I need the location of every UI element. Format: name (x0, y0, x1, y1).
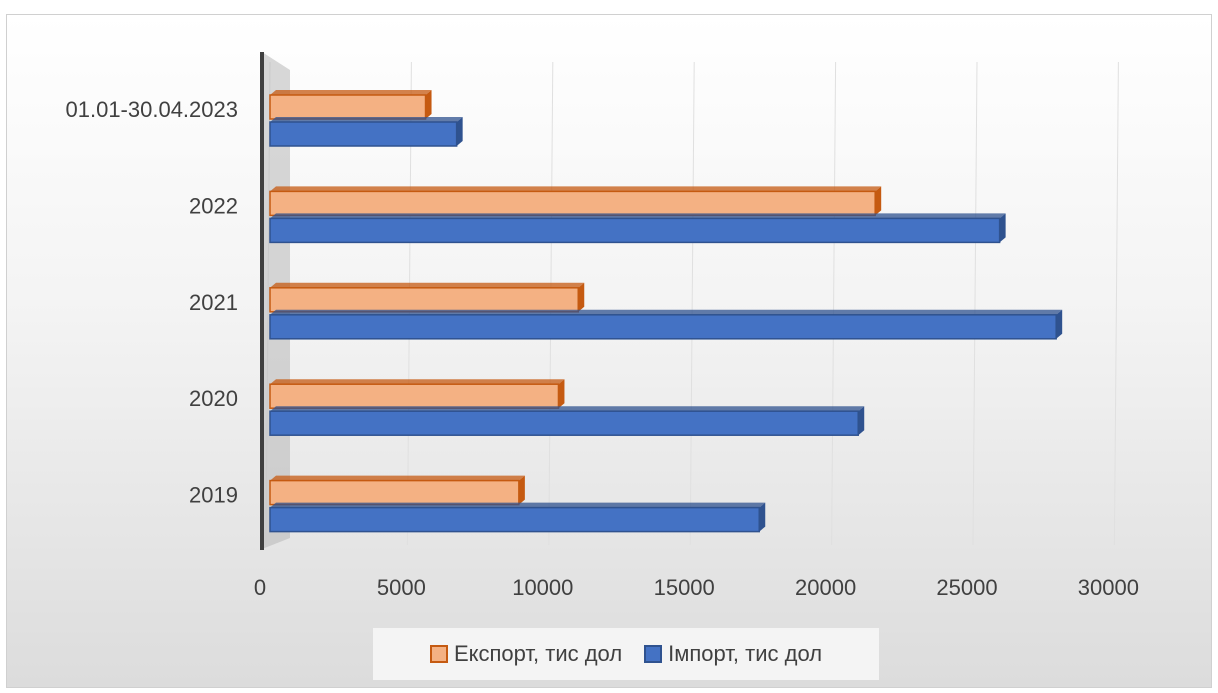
category-label: 2022 (189, 193, 238, 218)
bars (269, 90, 1063, 533)
bar-export-2019 (269, 475, 525, 506)
category-label: 2020 (189, 386, 238, 411)
bar-import-01.01-30.04.2023 (269, 117, 463, 147)
legend-swatch-import (644, 645, 663, 663)
x-tick-label: 30000 (1078, 575, 1139, 600)
legend: Експорт, тис дол Імпорт, тис дол (373, 628, 879, 680)
bar-export-01.01-30.04.2023 (269, 90, 432, 120)
bar-import-2019 (269, 502, 766, 533)
gridline (689, 61, 695, 546)
gridline (831, 61, 837, 546)
legend-label-import: Імпорт, тис дол (668, 641, 823, 666)
bar-export-2022 (269, 186, 882, 217)
x-tick-label: 0 (254, 575, 266, 600)
chart-frame (6, 14, 1212, 688)
bar-import-2022 (269, 213, 1006, 244)
x-tick-label: 20000 (795, 575, 856, 600)
x-tick-label: 15000 (654, 575, 715, 600)
x-tick-label: 25000 (936, 575, 997, 600)
category-label: 01.01-30.04.2023 (66, 97, 239, 122)
gridline (972, 61, 978, 546)
x-tick-label: 10000 (512, 575, 573, 600)
legend-item-import: Імпорт, тис дол (644, 641, 822, 667)
bar-import-2021 (269, 309, 1063, 340)
bar-import-2020 (269, 406, 865, 436)
x-tick-label: 5000 (377, 575, 426, 600)
bar-export-2020 (269, 379, 565, 409)
legend-swatch-export (429, 645, 448, 663)
value-tick-labels: 0 5000 10000 15000 20000 25000 30000 (254, 575, 1139, 600)
category-labels: 2019 2020 2021 2022 01.01-30.04.2023 (66, 97, 239, 508)
category-label: 2021 (189, 290, 238, 315)
legend-label-export: Експорт, тис дол (453, 641, 623, 666)
bar-export-2021 (269, 282, 585, 313)
gridline (1113, 61, 1119, 546)
legend-item-export: Експорт, тис дол (429, 641, 623, 667)
category-label: 2019 (189, 483, 238, 508)
